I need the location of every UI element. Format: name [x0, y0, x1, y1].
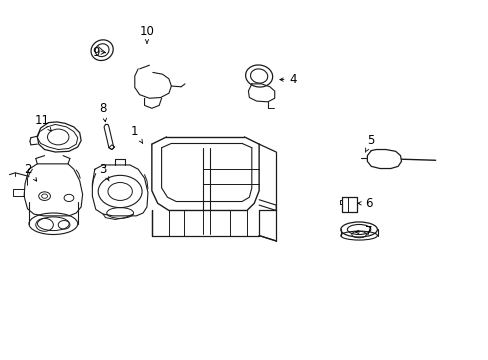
- Text: 10: 10: [139, 25, 154, 43]
- Text: 8: 8: [99, 102, 106, 122]
- Text: 3: 3: [99, 163, 109, 181]
- Text: 11: 11: [35, 114, 51, 131]
- Text: 5: 5: [365, 134, 374, 152]
- Text: 6: 6: [357, 197, 372, 210]
- Text: 9: 9: [92, 46, 105, 59]
- Text: 2: 2: [24, 163, 37, 181]
- Text: 4: 4: [279, 73, 296, 86]
- Text: 1: 1: [131, 125, 142, 143]
- Text: 7: 7: [355, 225, 372, 238]
